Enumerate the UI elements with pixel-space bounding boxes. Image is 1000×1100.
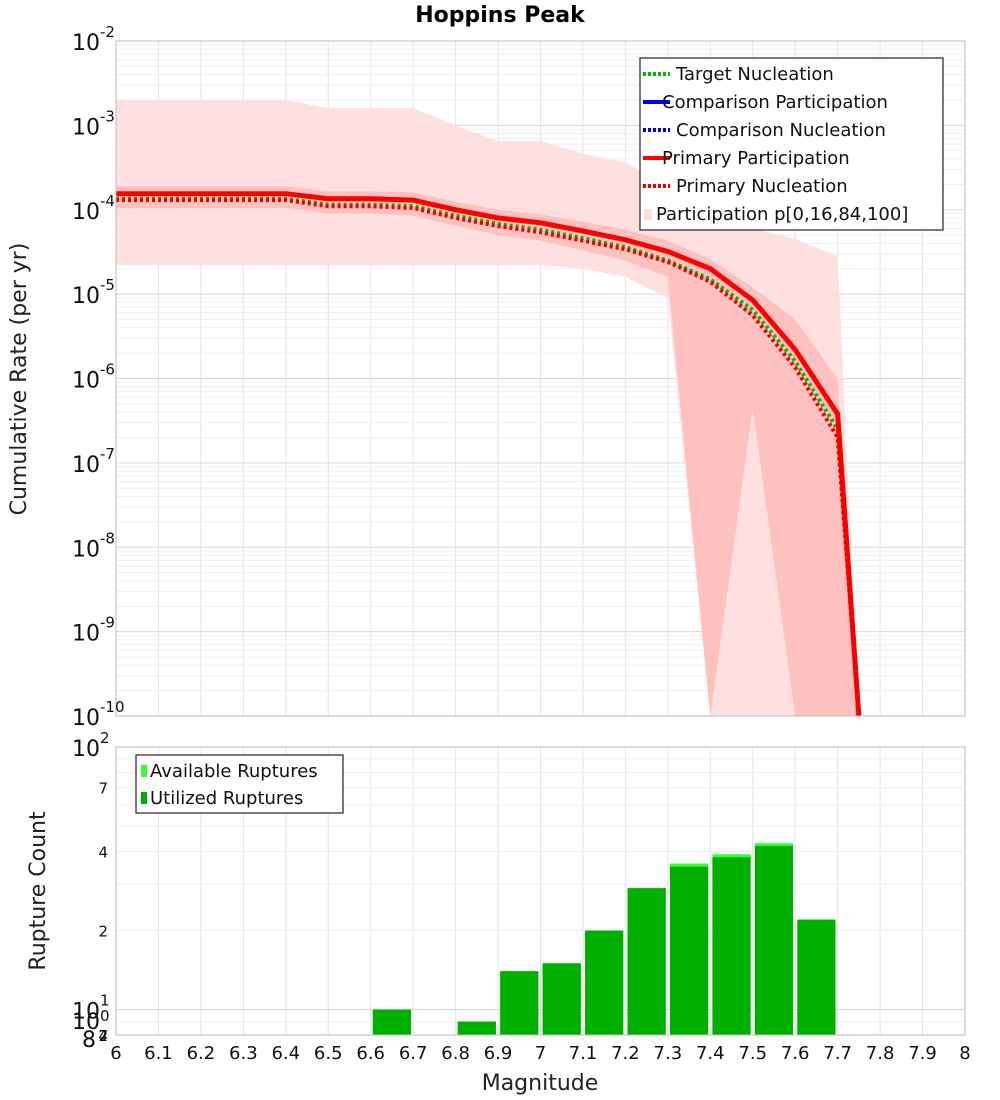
x-tick-label: 7.7 (823, 1043, 852, 1064)
utilized-ruptures-bar (457, 1021, 496, 1035)
y-tick-label: 10-4 (72, 192, 115, 225)
x-tick-label: 6.8 (441, 1043, 470, 1064)
y-tick-label: 10-5 (72, 276, 115, 309)
primary-participation-line (116, 191, 862, 717)
y-tick-label: 2 (98, 923, 108, 941)
y-tick-label: 100 (72, 1007, 110, 1035)
top-plot: 10-2 10-3 10-4 10-5 10-6 10-7 10-8 10-9 10-10 Tar… (72, 23, 966, 731)
legend-label: Comparison Participation (662, 92, 888, 113)
legend-label: Target Nucleation (675, 64, 834, 85)
y-tick-label: 10-8 (72, 529, 115, 562)
y-tick-label: 102 (72, 729, 110, 762)
legend-swatch (141, 765, 147, 777)
x-tick-label: 6.6 (356, 1043, 385, 1064)
y-tick-label: 7 (98, 780, 108, 798)
legend-label: Primary Nucleation (676, 176, 848, 197)
legend-label: Available Ruptures (150, 761, 318, 782)
chart-title: Hoppins Peak (415, 3, 586, 28)
x-tick-label: 6.1 (144, 1043, 173, 1064)
x-tick-label: 6.7 (399, 1043, 428, 1064)
x-tick-label: 6.4 (271, 1043, 300, 1064)
utilized-ruptures-bar (627, 888, 666, 1035)
x-tick-label: 7.5 (738, 1043, 767, 1064)
x-tick-label: 7.2 (611, 1043, 640, 1064)
top-legend (639, 57, 944, 231)
legend-label: Participation p[0,16,84,100] (656, 204, 908, 225)
participation-band-p16-p84 (116, 186, 859, 716)
y-tick-label: 8 (82, 1028, 96, 1053)
bottom-y-axis-label: Rupture Count (26, 811, 51, 971)
x-axis-label: Magnitude (482, 1071, 599, 1096)
x-tick-label: 7.8 (866, 1043, 895, 1064)
y-tick-label: 101 (72, 992, 110, 1025)
utilized-ruptures-bar (500, 971, 539, 1035)
x-tick-label: 7.3 (654, 1043, 683, 1064)
x-tick-label: 7.6 (781, 1043, 810, 1064)
x-tick-label: 8 (959, 1043, 970, 1064)
bottom-legend (135, 754, 344, 814)
legend-label: Primary Participation (662, 148, 850, 169)
utilized-ruptures-bar (542, 963, 581, 1035)
x-tick-label: 7.1 (569, 1043, 598, 1064)
y-tick-label: 2 (98, 1027, 108, 1045)
x-tick-label: 6 (110, 1043, 121, 1064)
top-plot-frame (115, 40, 966, 717)
legend-label: Utilized Ruptures (150, 788, 303, 809)
primary-nucleation-line (116, 198, 861, 717)
utilized-ruptures-bar (712, 857, 751, 1035)
x-tick-label: 7.4 (696, 1043, 725, 1064)
utilized-ruptures-bar (669, 866, 709, 1035)
y-tick-label: 10-7 (72, 445, 115, 478)
bottom-plot-frame (115, 746, 966, 1036)
y-tick-label: 10-10 (72, 698, 125, 731)
y-tick-label: 10-2 (72, 23, 115, 56)
legend-swatch (644, 209, 652, 220)
utilized-ruptures-bar (797, 919, 836, 1035)
utilized-ruptures-bar (585, 930, 624, 1035)
utilized-ruptures-bar (754, 845, 794, 1035)
utilized-ruptures-bar (372, 1009, 412, 1035)
x-tick-label: 7 (535, 1043, 546, 1064)
legend-label: Comparison Nucleation (676, 120, 886, 141)
y-tick-label: 10-3 (72, 107, 115, 140)
x-tick-label: 6.9 (484, 1043, 513, 1064)
x-tick-label: 6.2 (187, 1043, 216, 1064)
top-y-axis-label: Cumulative Rate (per yr) (7, 243, 32, 516)
y-tick-label: 7 (98, 1027, 108, 1045)
y-tick-label: 4 (98, 843, 108, 861)
x-tick-label: 6.5 (314, 1043, 343, 1064)
y-tick-label: 10-9 (72, 614, 115, 647)
x-tick-label: 7.9 (908, 1043, 937, 1064)
y-tick-label: 4 (98, 1027, 108, 1045)
y-tick-label: 10-6 (72, 361, 115, 394)
legend-swatch (141, 792, 147, 804)
x-tick-label: 6.3 (229, 1043, 258, 1064)
